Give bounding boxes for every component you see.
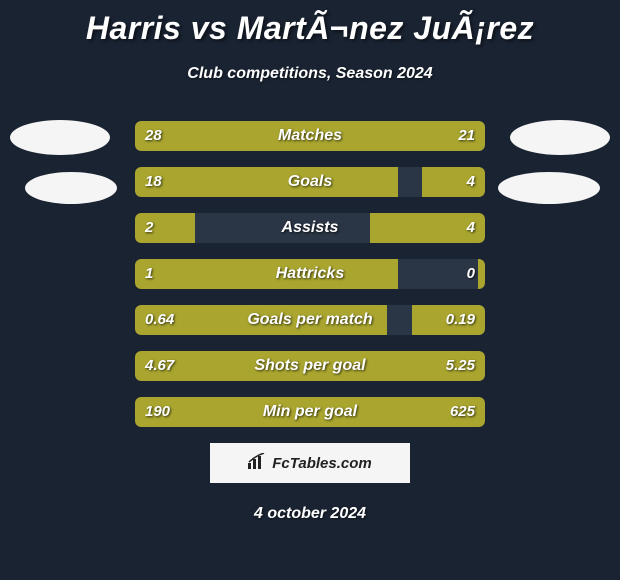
page-title: Harris vs MartÃ¬nez JuÃ¡rez [0,0,620,47]
subtitle: Club competitions, Season 2024 [0,65,620,83]
chart-icon [248,453,266,473]
team-left-logo-1 [10,120,110,155]
stat-value-right: 4 [467,213,475,243]
stat-label: Matches [135,121,485,151]
stat-label: Shots per goal [135,351,485,381]
stat-value-right: 21 [458,121,475,151]
stat-row-hattricks: 1 Hattricks 0 [135,259,485,289]
stats-container: 28 Matches 21 18 Goals 4 2 Assists 4 1 H… [135,121,485,427]
stat-label: Goals [135,167,485,197]
stat-row-min-per-goal: 190 Min per goal 625 [135,397,485,427]
stat-row-goals: 18 Goals 4 [135,167,485,197]
date-label: 4 october 2024 [0,505,620,523]
stat-value-right: 0.19 [446,305,475,335]
team-right-logo-2 [498,172,600,204]
stat-row-matches: 28 Matches 21 [135,121,485,151]
stat-label: Min per goal [135,397,485,427]
stat-label: Hattricks [135,259,485,289]
watermark-badge: FcTables.com [210,443,410,483]
stat-value-right: 625 [450,397,475,427]
stat-label: Assists [135,213,485,243]
stat-label: Goals per match [135,305,485,335]
stat-value-right: 5.25 [446,351,475,381]
stat-row-shots-per-goal: 4.67 Shots per goal 5.25 [135,351,485,381]
watermark-text: FcTables.com [272,455,371,472]
stat-row-assists: 2 Assists 4 [135,213,485,243]
stat-value-right: 4 [467,167,475,197]
stat-value-right: 0 [467,259,475,289]
team-left-logo-2 [25,172,117,204]
stat-row-goals-per-match: 0.64 Goals per match 0.19 [135,305,485,335]
team-right-logo-1 [510,120,610,155]
